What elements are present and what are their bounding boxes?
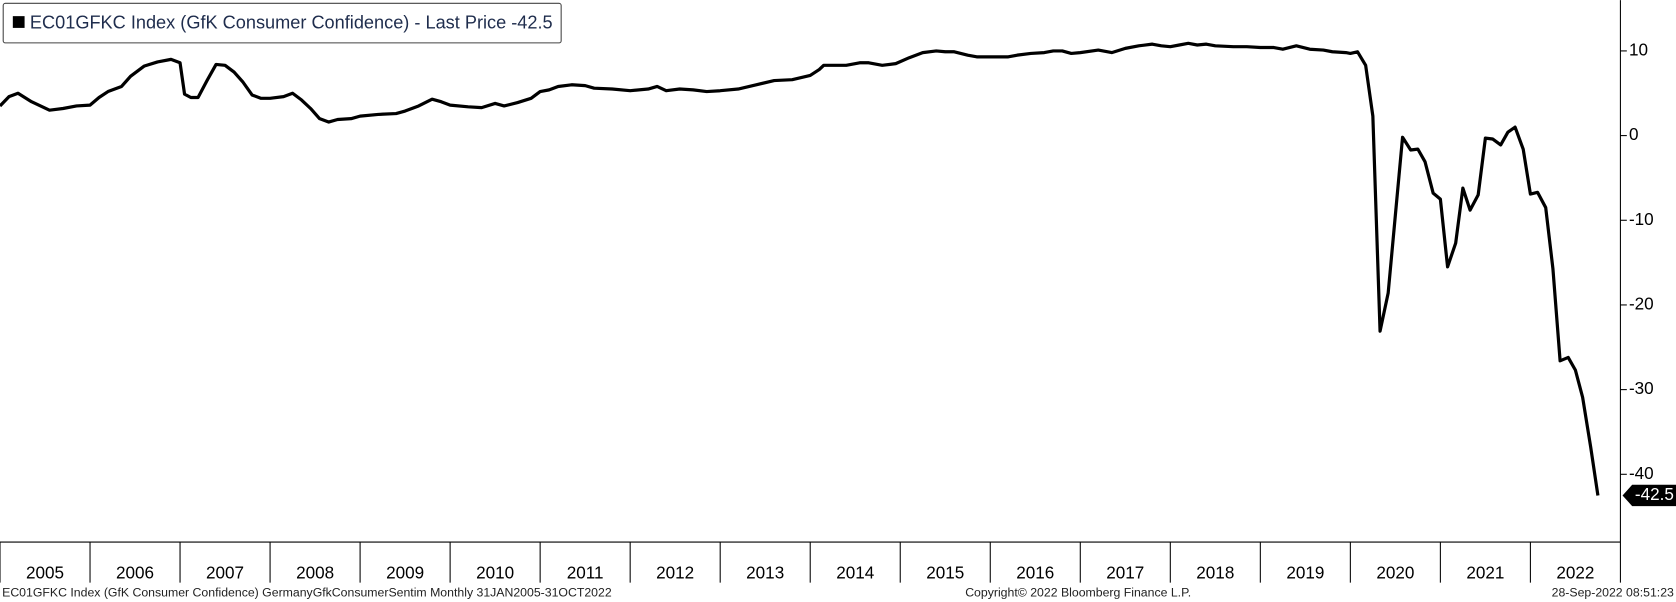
x-tick-label: 2017 — [1106, 564, 1144, 583]
y-tick-label: 0 — [1629, 125, 1639, 144]
y-tick-label: -30 — [1629, 379, 1654, 398]
last-value-label: -42.5 — [1635, 485, 1674, 504]
legend-label: EC01GFKC Index (GfK Consumer Confidence)… — [30, 12, 553, 32]
x-tick-label: 2019 — [1286, 564, 1324, 583]
last-value-tag — [1622, 484, 1676, 507]
x-tick-label: 2009 — [386, 564, 424, 583]
legend-box — [2, 2, 562, 44]
x-tick-label: 2007 — [206, 564, 244, 583]
line — [0, 41, 1600, 496]
x-tick-label: 2014 — [836, 564, 874, 583]
y-tick-label: -20 — [1629, 294, 1654, 313]
y-tick-label: 10 — [1629, 40, 1648, 59]
x-tick-label: 2008 — [296, 564, 334, 583]
x-tick-label: 2013 — [746, 564, 784, 583]
x-tick-label: 2015 — [926, 564, 964, 583]
footer-left: EC01GFKC Index (GfK Consumer Confidence)… — [2, 586, 612, 600]
x-tick-label: 2021 — [1466, 564, 1504, 583]
y-tick-label: -40 — [1629, 464, 1654, 483]
footer-right: 28-Sep-2022 08:51:23 — [1552, 586, 1674, 600]
x-tick-label: 2005 — [26, 564, 64, 583]
legend-swatch — [12, 16, 25, 28]
y-tick-label: -10 — [1629, 210, 1654, 229]
footer-center: Copyright© 2022 Bloomberg Finance L.P. — [965, 586, 1191, 600]
x-tick-label: 2016 — [1016, 564, 1054, 583]
legend: EC01GFKC Index (GfK Consumer Confidence)… — [2, 2, 562, 44]
x-tick-label: 2006 — [116, 564, 154, 583]
x-tick-label: 2018 — [1196, 564, 1234, 583]
x-tick-label: 2011 — [567, 564, 604, 583]
x-tick-label: 2012 — [656, 564, 694, 583]
x-tick-label: 2022 — [1556, 564, 1594, 583]
x-tick-label: 2010 — [476, 564, 514, 583]
x-tick-label: 2020 — [1376, 564, 1414, 583]
